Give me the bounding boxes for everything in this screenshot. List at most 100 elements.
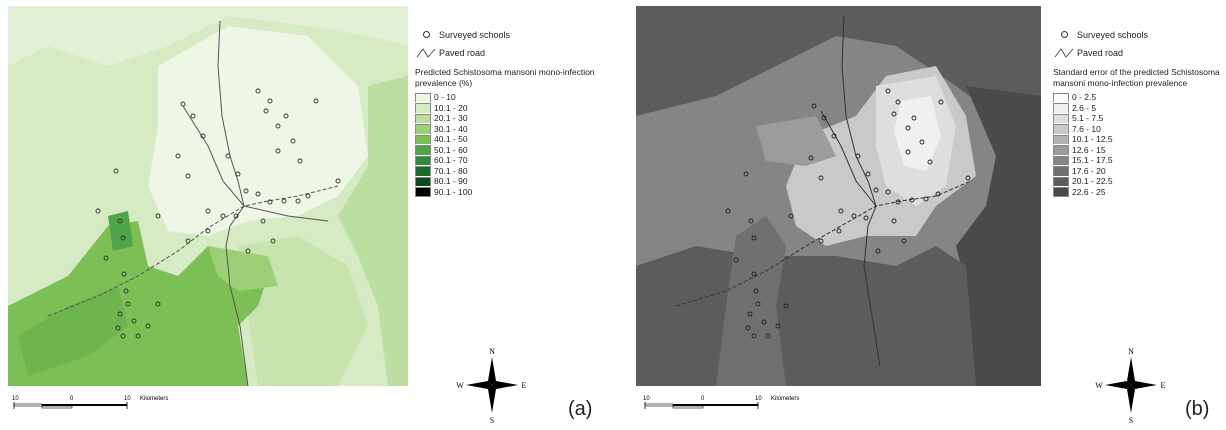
legend-swatch bbox=[415, 92, 431, 102]
scale-right-label: 10 bbox=[124, 396, 131, 402]
road-symbol-icon bbox=[1053, 47, 1075, 58]
legend-class-label: 90.1 - 100 bbox=[434, 186, 473, 197]
panel-a: Surveyed schools Paved road Predicted Sc… bbox=[8, 6, 610, 425]
prevalence-map-svg bbox=[8, 6, 408, 386]
paved-road bbox=[820, 110, 877, 207]
legend-class-row: 50.1 - 60 bbox=[415, 145, 610, 156]
legend-class-row: 10.1 - 12.5 bbox=[1053, 134, 1226, 145]
legend-class-row: 2.6 - 5 bbox=[1053, 103, 1226, 114]
legend-class-row: 30.1 - 40 bbox=[415, 124, 610, 135]
legend-class-label: 70.1 - 80 bbox=[434, 165, 468, 176]
road-symbol-icon bbox=[415, 47, 437, 58]
legend-class-label: 40.1 - 50 bbox=[434, 134, 468, 145]
south-high-error-zone bbox=[636, 246, 976, 386]
legend-class-row: 17.6 - 20 bbox=[1053, 166, 1226, 177]
legend-class-label: 60.1 - 70 bbox=[434, 155, 468, 166]
standard-error-map bbox=[636, 6, 1041, 386]
legend-swatch bbox=[1053, 155, 1069, 165]
compass-e: E bbox=[1161, 381, 1166, 390]
legend-road-row: Paved road bbox=[415, 46, 610, 59]
legend-schools-row: Surveyed schools bbox=[415, 28, 610, 41]
low-prevalence-zone bbox=[148, 26, 368, 236]
paved-road bbox=[243, 205, 329, 222]
legend-swatch bbox=[415, 124, 431, 134]
legend-swatch bbox=[415, 166, 431, 176]
mid-error-zone bbox=[756, 116, 836, 166]
legend-class-row: 90.1 - 100 bbox=[415, 187, 610, 198]
legend-class-row: 12.6 - 15 bbox=[1053, 145, 1226, 156]
scale-left-label: 10 bbox=[643, 396, 650, 402]
scale-left-label: 10 bbox=[12, 396, 19, 402]
legend-class-list: 0 - 2.5 2.6 - 5 5.1 - 7.5 7.6 - 10 10.1 - 12… bbox=[1053, 92, 1226, 197]
legend-road-label: Paved road bbox=[1077, 47, 1124, 58]
scale-bar: 10 0 10 Kilometers bbox=[643, 393, 943, 423]
legend-class-row: 10.1 - 20 bbox=[415, 103, 610, 114]
north-arrow: N S W E bbox=[1091, 345, 1171, 425]
compass-s: S bbox=[1129, 416, 1133, 425]
legend-class-row: 5.1 - 7.5 bbox=[1053, 113, 1226, 124]
hotspot-zone bbox=[108, 211, 133, 251]
legend-swatch bbox=[1053, 92, 1069, 102]
east-high-error-zone bbox=[956, 86, 1041, 386]
legend-class-label: 20.1 - 22.5 bbox=[1072, 176, 1113, 187]
legend-swatch bbox=[415, 113, 431, 123]
school-symbol-icon bbox=[1053, 31, 1075, 38]
legend-class-row: 7.6 - 10 bbox=[1053, 124, 1226, 135]
legend-class-label: 2.6 - 5 bbox=[1072, 102, 1097, 113]
legend-swatch bbox=[415, 103, 431, 113]
paved-road bbox=[182, 105, 245, 207]
legend-swatch bbox=[1053, 124, 1069, 134]
panel-label: (b) bbox=[1185, 398, 1210, 420]
legend-class-row: 20.1 - 22.5 bbox=[1053, 176, 1226, 187]
legend-schools-row: Surveyed schools bbox=[1053, 28, 1226, 41]
legend-swatch bbox=[415, 187, 431, 197]
legend-class-label: 10.1 - 20 bbox=[434, 102, 468, 113]
legend-class-label: 15.1 - 17.5 bbox=[1072, 155, 1113, 166]
compass-n: N bbox=[1128, 347, 1134, 356]
legend-class-row: 80.1 - 90 bbox=[415, 176, 610, 187]
southwest-zone bbox=[716, 216, 786, 386]
east-band-zone bbox=[338, 76, 408, 386]
paved-road bbox=[47, 185, 339, 317]
compass-s: S bbox=[490, 416, 494, 425]
legend-swatch bbox=[415, 134, 431, 144]
paved-road bbox=[841, 15, 881, 367]
legend-class-row: 0 - 2.5 bbox=[1053, 92, 1226, 103]
scale-bar-svg: 10 0 10 Kilometers bbox=[12, 396, 168, 409]
legend-class-label: 80.1 - 90 bbox=[434, 176, 468, 187]
legend-class-label: 12.6 - 15 bbox=[1072, 144, 1106, 155]
scale-bar: 10 0 10 Kilometers bbox=[12, 393, 312, 423]
legend-class-row: 60.1 - 70 bbox=[415, 155, 610, 166]
legend-class-label: 7.6 - 10 bbox=[1072, 123, 1101, 134]
legend-class-list: 0 - 10 10.1 - 20 20.1 - 30 30.1 - 40 40.1 - … bbox=[415, 92, 610, 197]
legend-class-row: 40.1 - 50 bbox=[415, 134, 610, 145]
school-symbol-icon bbox=[415, 31, 437, 38]
legend-title: Standard error of the predicted Schistos… bbox=[1053, 67, 1220, 88]
legend-swatch bbox=[1053, 145, 1069, 155]
scale-mid-label: 0 bbox=[70, 396, 74, 402]
high-prevalence-core bbox=[18, 286, 128, 376]
legend-class-row: 20.1 - 30 bbox=[415, 113, 610, 124]
surveyed-schools bbox=[725, 88, 971, 339]
legend-swatch bbox=[1053, 166, 1069, 176]
legend-class-label: 50.1 - 60 bbox=[434, 144, 468, 155]
panel-b: Surveyed schools Paved road Standard err… bbox=[613, 0, 1226, 430]
legend-class-label: 10.1 - 12.5 bbox=[1072, 134, 1113, 145]
legend-class-row: 0 - 10 bbox=[415, 92, 610, 103]
compass-n: N bbox=[489, 347, 495, 356]
legend-road-row: Paved road bbox=[1053, 46, 1226, 59]
compass-w: W bbox=[456, 381, 464, 390]
legend-swatch bbox=[1053, 176, 1069, 186]
compass-e: E bbox=[522, 381, 527, 390]
legend: Surveyed schools Paved road Standard err… bbox=[1053, 28, 1226, 197]
legend-swatch bbox=[1053, 187, 1069, 197]
surveyed-schools bbox=[95, 88, 341, 339]
compass-w: W bbox=[1095, 381, 1103, 390]
standard-error-map-svg bbox=[636, 6, 1041, 386]
legend-class-row: 70.1 - 80 bbox=[415, 166, 610, 177]
legend-road-label: Paved road bbox=[439, 47, 486, 58]
legend-swatch bbox=[1053, 134, 1069, 144]
scale-unit-label: Kilometers bbox=[140, 396, 168, 402]
legend-swatch bbox=[415, 145, 431, 155]
panel-label: (a) bbox=[568, 398, 593, 420]
